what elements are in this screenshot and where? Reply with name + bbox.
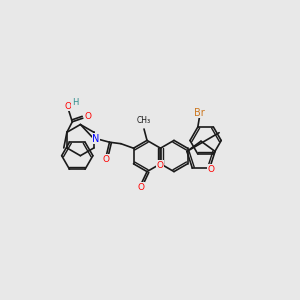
Text: O: O [137, 183, 145, 192]
Text: O: O [208, 165, 215, 174]
Text: Br: Br [194, 108, 205, 118]
Text: O: O [156, 161, 164, 170]
Text: O: O [102, 155, 110, 164]
Text: O: O [84, 112, 92, 121]
Text: CH₃: CH₃ [137, 116, 151, 125]
Text: H: H [72, 98, 79, 107]
Text: O: O [64, 102, 71, 111]
Text: N: N [92, 134, 100, 144]
